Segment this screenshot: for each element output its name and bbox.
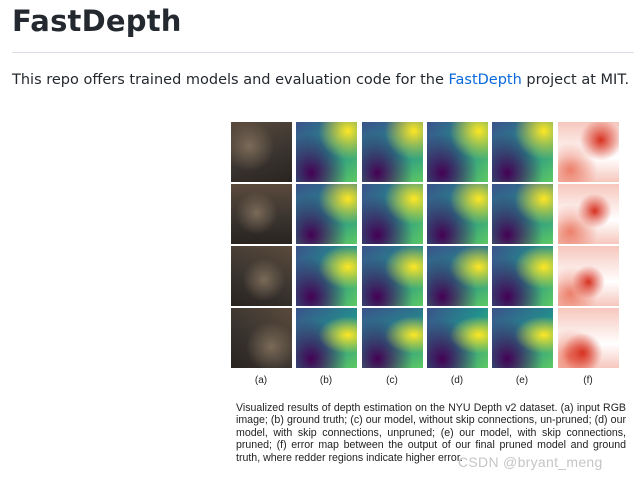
column-label-d: (d) [450, 375, 464, 386]
depth-panel-row-1 [427, 122, 488, 182]
photo-panel-row-3 [231, 246, 292, 306]
column-label-b: (b) [319, 375, 333, 386]
depth-panel-row-3 [492, 246, 553, 306]
intro-text-end: project at MIT. [521, 72, 630, 88]
depth-panel-row-2 [427, 184, 488, 244]
depth-panel-row-4 [362, 308, 423, 368]
depth-panel-row-2 [362, 184, 423, 244]
depth-panel-row-4 [296, 308, 357, 368]
depth-panel-row-3 [296, 246, 357, 306]
results-figure: (a) (b) (c) (d) (e) (f) Visualized resul… [228, 118, 634, 483]
depth-panel-row-1 [362, 122, 423, 182]
error-panel-row-3 [558, 246, 619, 306]
page-title: FastDepth [12, 4, 182, 38]
title-divider [12, 52, 634, 53]
depth-panel-row-3 [427, 246, 488, 306]
error-panel-row-1 [558, 122, 619, 182]
column-label-c: (c) [386, 375, 398, 386]
depth-panel-row-1 [296, 122, 357, 182]
intro-text: This repo offers trained models and eval… [12, 72, 629, 88]
error-panel-row-2 [558, 184, 619, 244]
watermark: CSDN @bryant_meng [458, 454, 603, 470]
depth-panel-row-1 [492, 122, 553, 182]
photo-panel-row-2 [231, 184, 292, 244]
depth-panel-row-3 [362, 246, 423, 306]
figure-caption: Visualized results of depth estimation o… [236, 402, 626, 464]
depth-panel-row-4 [427, 308, 488, 368]
depth-panel-row-4 [492, 308, 553, 368]
intro-text-start: This repo offers trained models and eval… [12, 72, 449, 88]
error-panel-row-4 [558, 308, 619, 368]
column-label-f: (f) [583, 375, 593, 386]
column-label-a: (a) [254, 375, 268, 386]
depth-panel-row-2 [296, 184, 357, 244]
photo-panel-row-4 [231, 308, 292, 368]
depth-panel-row-2 [492, 184, 553, 244]
photo-panel-row-1 [231, 122, 292, 182]
depth-results-grid [231, 122, 631, 372]
fastdepth-link[interactable]: FastDepth [448, 72, 522, 88]
column-label-e: (e) [515, 375, 529, 386]
